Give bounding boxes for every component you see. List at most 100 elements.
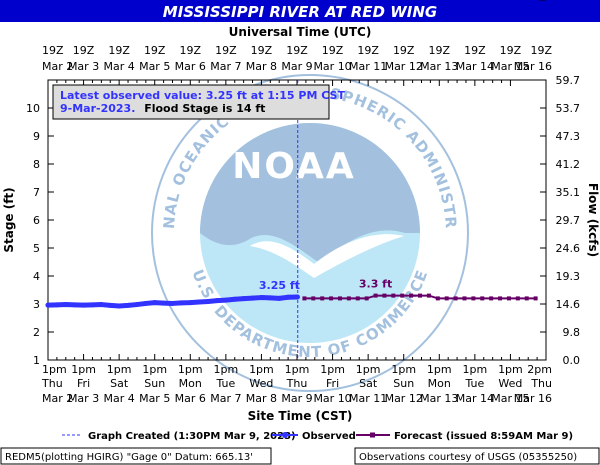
flow-tick-label: 35.1: [556, 186, 581, 199]
bottom-tick-time: 1pm: [178, 363, 203, 376]
top-tick-date: Mar 8: [246, 60, 277, 73]
bottom-tick-day: Mon: [428, 377, 451, 390]
bottom-tick-date: Mar 8: [246, 392, 277, 405]
forecast-point: [506, 296, 511, 301]
forecast-point: [453, 296, 458, 301]
forecast-point: [489, 296, 494, 301]
observed-point: [81, 302, 87, 308]
footer-right-text: Observations courtesy of USGS (05355250): [359, 452, 577, 463]
stage-tick-label: 10: [26, 102, 40, 115]
info-box-frame: [52, 84, 330, 120]
top-tick-date: Mar 10: [313, 60, 351, 73]
bottom-tick-date: Mar 9: [281, 392, 312, 405]
flow-tick-label: 47.3: [556, 130, 581, 143]
top-tick-time: 19Z: [500, 44, 522, 57]
top-tick-date: Mar 7: [210, 60, 241, 73]
bottom-tick-time: 1pm: [427, 363, 452, 376]
bottom-tick-day: Tue: [215, 377, 235, 390]
info-box-flood-stage: Flood Stage is 14 ft: [144, 102, 265, 115]
chart-title: MISSISSIPPI RIVER AT RED WING: [163, 3, 437, 21]
bottom-tick-date: Mar 5: [139, 392, 170, 405]
bottom-tick-day: Sat: [359, 377, 378, 390]
top-tick-date: Mar 12: [385, 60, 423, 73]
forecast-point: [373, 293, 378, 298]
top-tick-time: 19Z: [286, 44, 308, 57]
observed-point: [258, 295, 264, 301]
bottom-tick-time: 1pm: [356, 363, 381, 376]
footer-left-box: [0, 447, 272, 465]
forecast-point: [444, 296, 449, 301]
bottom-tick-day: Tue: [464, 377, 484, 390]
observed-point: [241, 296, 247, 302]
stage-tick-label: 2: [33, 326, 40, 339]
flow-tick-label: 24.6: [556, 242, 581, 255]
observed-point: [98, 302, 104, 308]
flow-tick-label: 68.0: [556, 0, 581, 3]
stage-tick-label: 6: [33, 214, 40, 227]
bottom-tick-date: Mar 14: [456, 392, 494, 405]
observed-point: [134, 302, 140, 308]
top-tick-date: Mar 9: [281, 60, 312, 73]
legend: Graph Created (1:30PM Mar 9, 2023) Obser…: [62, 431, 573, 442]
bottom-tick-time: 2pm: [527, 363, 552, 376]
top-tick-time: 19Z: [357, 44, 379, 57]
bottom-tick-day: Thu: [41, 377, 63, 390]
bottom-tick-day: Fri: [326, 377, 339, 390]
bottom-tick-day: Wed: [498, 377, 522, 390]
flow-tick-label: 29.7: [556, 214, 581, 227]
observed-point: [250, 295, 256, 301]
forecast-point: [346, 296, 351, 301]
legend-forecast-label: Forecast (issued 8:59AM Mar 9): [394, 431, 573, 442]
legend-observed-marker: [282, 432, 288, 438]
forecast-point: [471, 296, 476, 301]
flow-tick-label: 59.7: [556, 74, 581, 87]
bottom-tick-time: 1pm: [249, 363, 274, 376]
top-tick-date: Mar 2: [42, 60, 73, 73]
observed-point: [232, 296, 238, 302]
forecast-point: [498, 296, 503, 301]
top-tick-date: Mar 11: [349, 60, 387, 73]
info-box-date: 9-Mar-2023.: [60, 102, 135, 115]
bottom-tick-time: 1pm: [214, 363, 239, 376]
flow-tick-label: 41.2: [556, 158, 581, 171]
bottom-tick-date: Mar 11: [349, 392, 387, 405]
top-tick-time: 19Z: [144, 44, 166, 57]
bottom-tick-time: 1pm: [498, 363, 523, 376]
forecast-point: [480, 296, 485, 301]
top-tick-time: 19Z: [42, 44, 64, 57]
flow-axis-title: Flow (kcfs): [586, 183, 600, 257]
bottom-tick-date: Mar 15: [491, 392, 529, 405]
title-bar: [0, 0, 600, 22]
forecast-point: [533, 296, 538, 301]
top-tick-time: 19Z: [251, 44, 273, 57]
bottom-tick-date: Mar 7: [210, 392, 241, 405]
observed-point: [214, 298, 220, 304]
bottom-tick-day: Sun: [393, 377, 414, 390]
observed-point: [125, 302, 131, 308]
flow-axis: 0.0 9.8 14.6 19.3 24.6 29.7 35.1 41.2 47.3 53.7 59…: [540, 0, 580, 367]
top-tick-time: 19Z: [215, 44, 237, 57]
observed-point: [116, 303, 122, 309]
flow-tick-label: 53.7: [556, 102, 581, 115]
bottom-tick-day: Thu: [530, 377, 552, 390]
stage-tick-label: 8: [33, 158, 40, 171]
bottom-tick-time: 1pm: [107, 363, 132, 376]
stage-axis-title: Stage (ft): [2, 187, 16, 252]
stage-tick-label: 1: [33, 354, 40, 367]
bottom-tick-date: Mar 6: [175, 392, 206, 405]
observed-point: [89, 302, 95, 308]
watermark-logo-text: NOAA: [232, 146, 356, 187]
bottom-tick-day: Mon: [179, 377, 202, 390]
top-tick-date: Mar 4: [104, 60, 135, 73]
legend-created-label: Graph Created (1:30PM Mar 9, 2023): [88, 431, 296, 442]
stage-tick-label: 4: [33, 270, 40, 283]
bottom-tick-date: Mar 12: [385, 392, 423, 405]
top-tick-date: Mar 3: [68, 60, 99, 73]
top-tick-date: Mar 16: [514, 60, 552, 73]
observed-point: [187, 300, 193, 306]
info-box: Latest observed value: 3.25 ft at 1:15 P…: [52, 84, 345, 120]
top-axis-title: Universal Time (UTC): [229, 25, 372, 39]
bottom-tick-time: 1pm: [42, 363, 67, 376]
